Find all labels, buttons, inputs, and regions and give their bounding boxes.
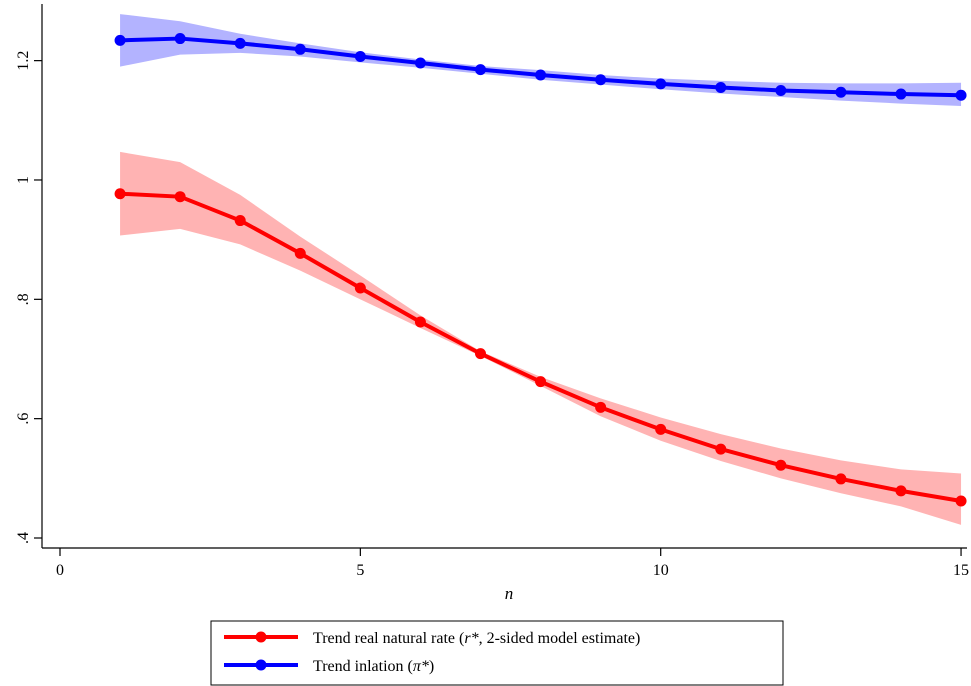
- x-axis-title: n: [505, 584, 514, 603]
- legend-item-1-marker-swatch: [255, 631, 267, 643]
- series-1-point: [775, 459, 787, 471]
- legend-item-2-label: Trend inlation (π*): [313, 658, 434, 675]
- series-2-point: [955, 89, 967, 101]
- series-1-point: [354, 282, 366, 294]
- legend-item-2-marker-swatch: [255, 659, 267, 671]
- series-1-point: [535, 376, 547, 388]
- series-2-point: [294, 43, 306, 55]
- series-2-point: [775, 84, 787, 96]
- x-tick-label: 0: [56, 562, 64, 579]
- series-1-point: [474, 348, 486, 360]
- y-tick-label: 1: [15, 176, 32, 184]
- y-tick-label: .6: [15, 413, 32, 425]
- series-1-point: [114, 188, 126, 200]
- series-2-point: [474, 64, 486, 76]
- series-2-point: [835, 86, 847, 98]
- series-1-point: [595, 401, 607, 413]
- x-tick-label: 10: [653, 562, 669, 579]
- series-2-point: [715, 81, 727, 93]
- series-points: [114, 33, 967, 507]
- series-2-point: [414, 57, 426, 69]
- series-1-point: [655, 423, 667, 435]
- y-tick-label: .8: [15, 293, 32, 305]
- series-2-point: [895, 88, 907, 100]
- axes: 0 5 10 15 .4 .6 .8 1 1.2: [15, 4, 969, 579]
- series-2-point: [655, 78, 667, 90]
- y-tick-label: 1.2: [15, 51, 32, 71]
- series-2-point: [234, 37, 246, 49]
- series-1-point: [174, 191, 186, 203]
- legend-box: [210, 620, 784, 686]
- x-tick-label: 15: [953, 562, 969, 579]
- series-1-point: [955, 495, 967, 507]
- x-tick-label: 5: [356, 562, 364, 579]
- series-2-point: [114, 34, 126, 46]
- y-tick-label: .4: [15, 532, 32, 544]
- series-1-point: [294, 247, 306, 259]
- series-2-point: [535, 69, 547, 81]
- series-2-point: [174, 33, 186, 45]
- series-1-point: [835, 473, 847, 485]
- series-1-point: [234, 215, 246, 227]
- series-1-point: [715, 443, 727, 455]
- series-1-point: [895, 485, 907, 497]
- series-1-point: [414, 316, 426, 328]
- series-2-point: [595, 74, 607, 86]
- series-2-point: [354, 50, 366, 62]
- legend: Trend real natural rate (r*, 2-sided mod…: [210, 620, 784, 686]
- series-2-band: [120, 14, 962, 106]
- legend-item-1-label: Trend real natural rate (r*, 2-sided mod…: [313, 630, 640, 647]
